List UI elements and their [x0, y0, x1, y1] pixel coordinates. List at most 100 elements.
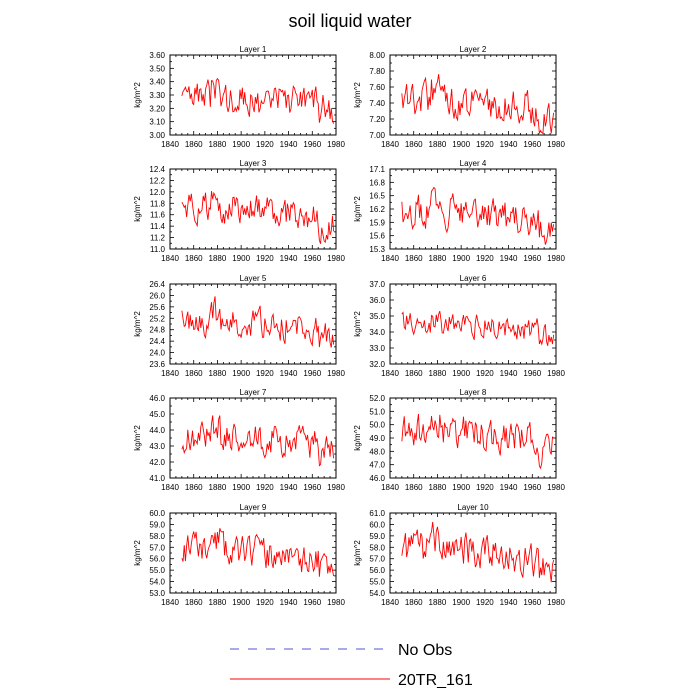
x-tick-label: 1980 — [327, 598, 345, 607]
y-tick-label: 58.0 — [369, 543, 385, 552]
y-tick-label: 3.00 — [149, 131, 165, 140]
y-tick-label: 46.0 — [369, 474, 385, 483]
y-tick-label: 48.0 — [369, 447, 385, 456]
y-tick-label: 37.0 — [369, 280, 385, 289]
y-axis-label: kg/m^2 — [133, 425, 142, 451]
x-tick-label: 1840 — [161, 369, 179, 378]
y-tick-label: 11.6 — [150, 211, 166, 220]
y-tick-label: 3.40 — [149, 78, 165, 87]
x-tick-label: 1880 — [429, 369, 447, 378]
y-axis-label: kg/m^2 — [353, 311, 362, 337]
y-tick-label: 3.60 — [149, 51, 165, 60]
x-tick-label: 1940 — [500, 254, 518, 263]
x-tick-label: 1980 — [547, 140, 565, 149]
x-tick-label: 1840 — [381, 598, 399, 607]
series-line-20tr-161 — [401, 74, 555, 135]
y-tick-label: 15.3 — [369, 245, 385, 254]
series-line-20tr-161 — [181, 415, 335, 467]
y-tick-label: 45.0 — [149, 410, 165, 419]
x-tick-label: 1960 — [303, 483, 321, 492]
x-tick-label: 1880 — [209, 598, 227, 607]
panel-layer-8: Layer 8 kg/m^2 1840 1860 1880 1900 1920 1940 196… — [353, 388, 565, 492]
panels: Layer 1 kg/m^2 1840 1860 1880 1900 1920 1940 196… — [133, 45, 565, 607]
x-tick-label: 1940 — [500, 598, 518, 607]
x-tick-label: 1940 — [280, 140, 298, 149]
y-tick-label: 57.0 — [369, 555, 385, 564]
x-tick-label: 1940 — [280, 369, 298, 378]
y-tick-label: 7.20 — [369, 115, 385, 124]
x-tick-label: 1880 — [209, 140, 227, 149]
x-tick-label: 1860 — [185, 483, 203, 492]
y-tick-label: 55.0 — [369, 578, 385, 587]
y-tick-label: 15.6 — [369, 232, 385, 241]
x-tick-label: 1860 — [185, 598, 203, 607]
panel-layer-2: Layer 2 kg/m^2 1840 1860 1880 1900 1920 1940 196… — [353, 45, 565, 149]
y-tick-label: 42.0 — [149, 458, 165, 467]
y-tick-label: 11.8 — [150, 199, 166, 208]
y-tick-label: 52.0 — [369, 394, 385, 403]
x-tick-label: 1840 — [161, 483, 179, 492]
x-tick-label: 1960 — [303, 140, 321, 149]
panel-title: Layer 4 — [460, 159, 487, 168]
x-tick-label: 1920 — [476, 140, 494, 149]
y-tick-label: 3.50 — [149, 64, 165, 73]
x-tick-label: 1880 — [209, 483, 227, 492]
panel-title: Layer 7 — [240, 388, 267, 397]
x-tick-label: 1960 — [303, 598, 321, 607]
y-tick-label: 58.0 — [149, 532, 165, 541]
y-tick-label: 24.0 — [149, 349, 165, 358]
y-tick-label: 61.0 — [369, 509, 385, 518]
y-tick-label: 34.0 — [369, 328, 385, 337]
y-tick-label: 36.0 — [369, 296, 385, 305]
legend-label-20tr-161: 20TR_161 — [398, 672, 473, 689]
series-line-20tr-161 — [401, 413, 554, 470]
x-tick-label: 1880 — [209, 254, 227, 263]
x-tick-label: 1940 — [500, 140, 518, 149]
legend-label-no-obs: No Obs — [398, 642, 452, 659]
y-tick-label: 56.0 — [369, 566, 385, 575]
y-axis-label: kg/m^2 — [133, 540, 142, 566]
panel-title: Layer 8 — [460, 388, 487, 397]
y-tick-label: 12.0 — [149, 188, 165, 197]
x-tick-label: 1980 — [547, 598, 565, 607]
x-tick-label: 1860 — [405, 254, 423, 263]
y-tick-label: 16.8 — [369, 178, 385, 187]
y-tick-label: 11.2 — [150, 234, 166, 243]
x-tick-label: 1960 — [303, 369, 321, 378]
plot-frame — [389, 512, 557, 594]
y-axis-label: kg/m^2 — [133, 82, 142, 108]
x-tick-label: 1960 — [523, 254, 541, 263]
x-tick-label: 1900 — [452, 254, 470, 263]
x-tick-label: 1860 — [185, 369, 203, 378]
x-tick-label: 1900 — [232, 140, 250, 149]
x-tick-label: 1920 — [256, 483, 274, 492]
panel-layer-7: Layer 7 kg/m^2 1840 1860 1880 1900 1920 1940 196… — [133, 388, 345, 492]
y-tick-label: 3.10 — [149, 118, 165, 127]
y-tick-label: 55.0 — [149, 566, 165, 575]
y-tick-label: 47.0 — [369, 461, 385, 470]
y-tick-label: 7.60 — [369, 83, 385, 92]
series-line-20tr-161 — [181, 296, 335, 348]
x-tick-label: 1880 — [209, 369, 227, 378]
series-line-20tr-161 — [401, 186, 555, 245]
y-tick-label: 26.4 — [149, 280, 165, 289]
panel-title: Layer 2 — [460, 45, 487, 54]
y-tick-label: 35.0 — [369, 312, 385, 321]
y-tick-label: 50.0 — [369, 421, 385, 430]
x-tick-label: 1960 — [523, 369, 541, 378]
y-tick-label: 49.0 — [369, 434, 385, 443]
plot-frame — [169, 168, 337, 250]
panel-title: Layer 1 — [240, 45, 267, 54]
y-tick-label: 60.0 — [149, 509, 165, 518]
x-tick-label: 1840 — [161, 140, 179, 149]
x-tick-label: 1840 — [381, 483, 399, 492]
x-tick-label: 1920 — [476, 483, 494, 492]
x-tick-label: 1840 — [381, 369, 399, 378]
x-tick-label: 1980 — [547, 369, 565, 378]
panel-layer-1: Layer 1 kg/m^2 1840 1860 1880 1900 1920 1940 196… — [133, 45, 345, 149]
x-tick-label: 1980 — [547, 254, 565, 263]
x-tick-label: 1900 — [452, 140, 470, 149]
y-tick-label: 33.0 — [369, 344, 385, 353]
panel-layer-9: Layer 9 kg/m^2 1840 1860 1880 1900 1920 1940 196… — [133, 503, 345, 607]
series-line-20tr-161 — [181, 191, 335, 244]
